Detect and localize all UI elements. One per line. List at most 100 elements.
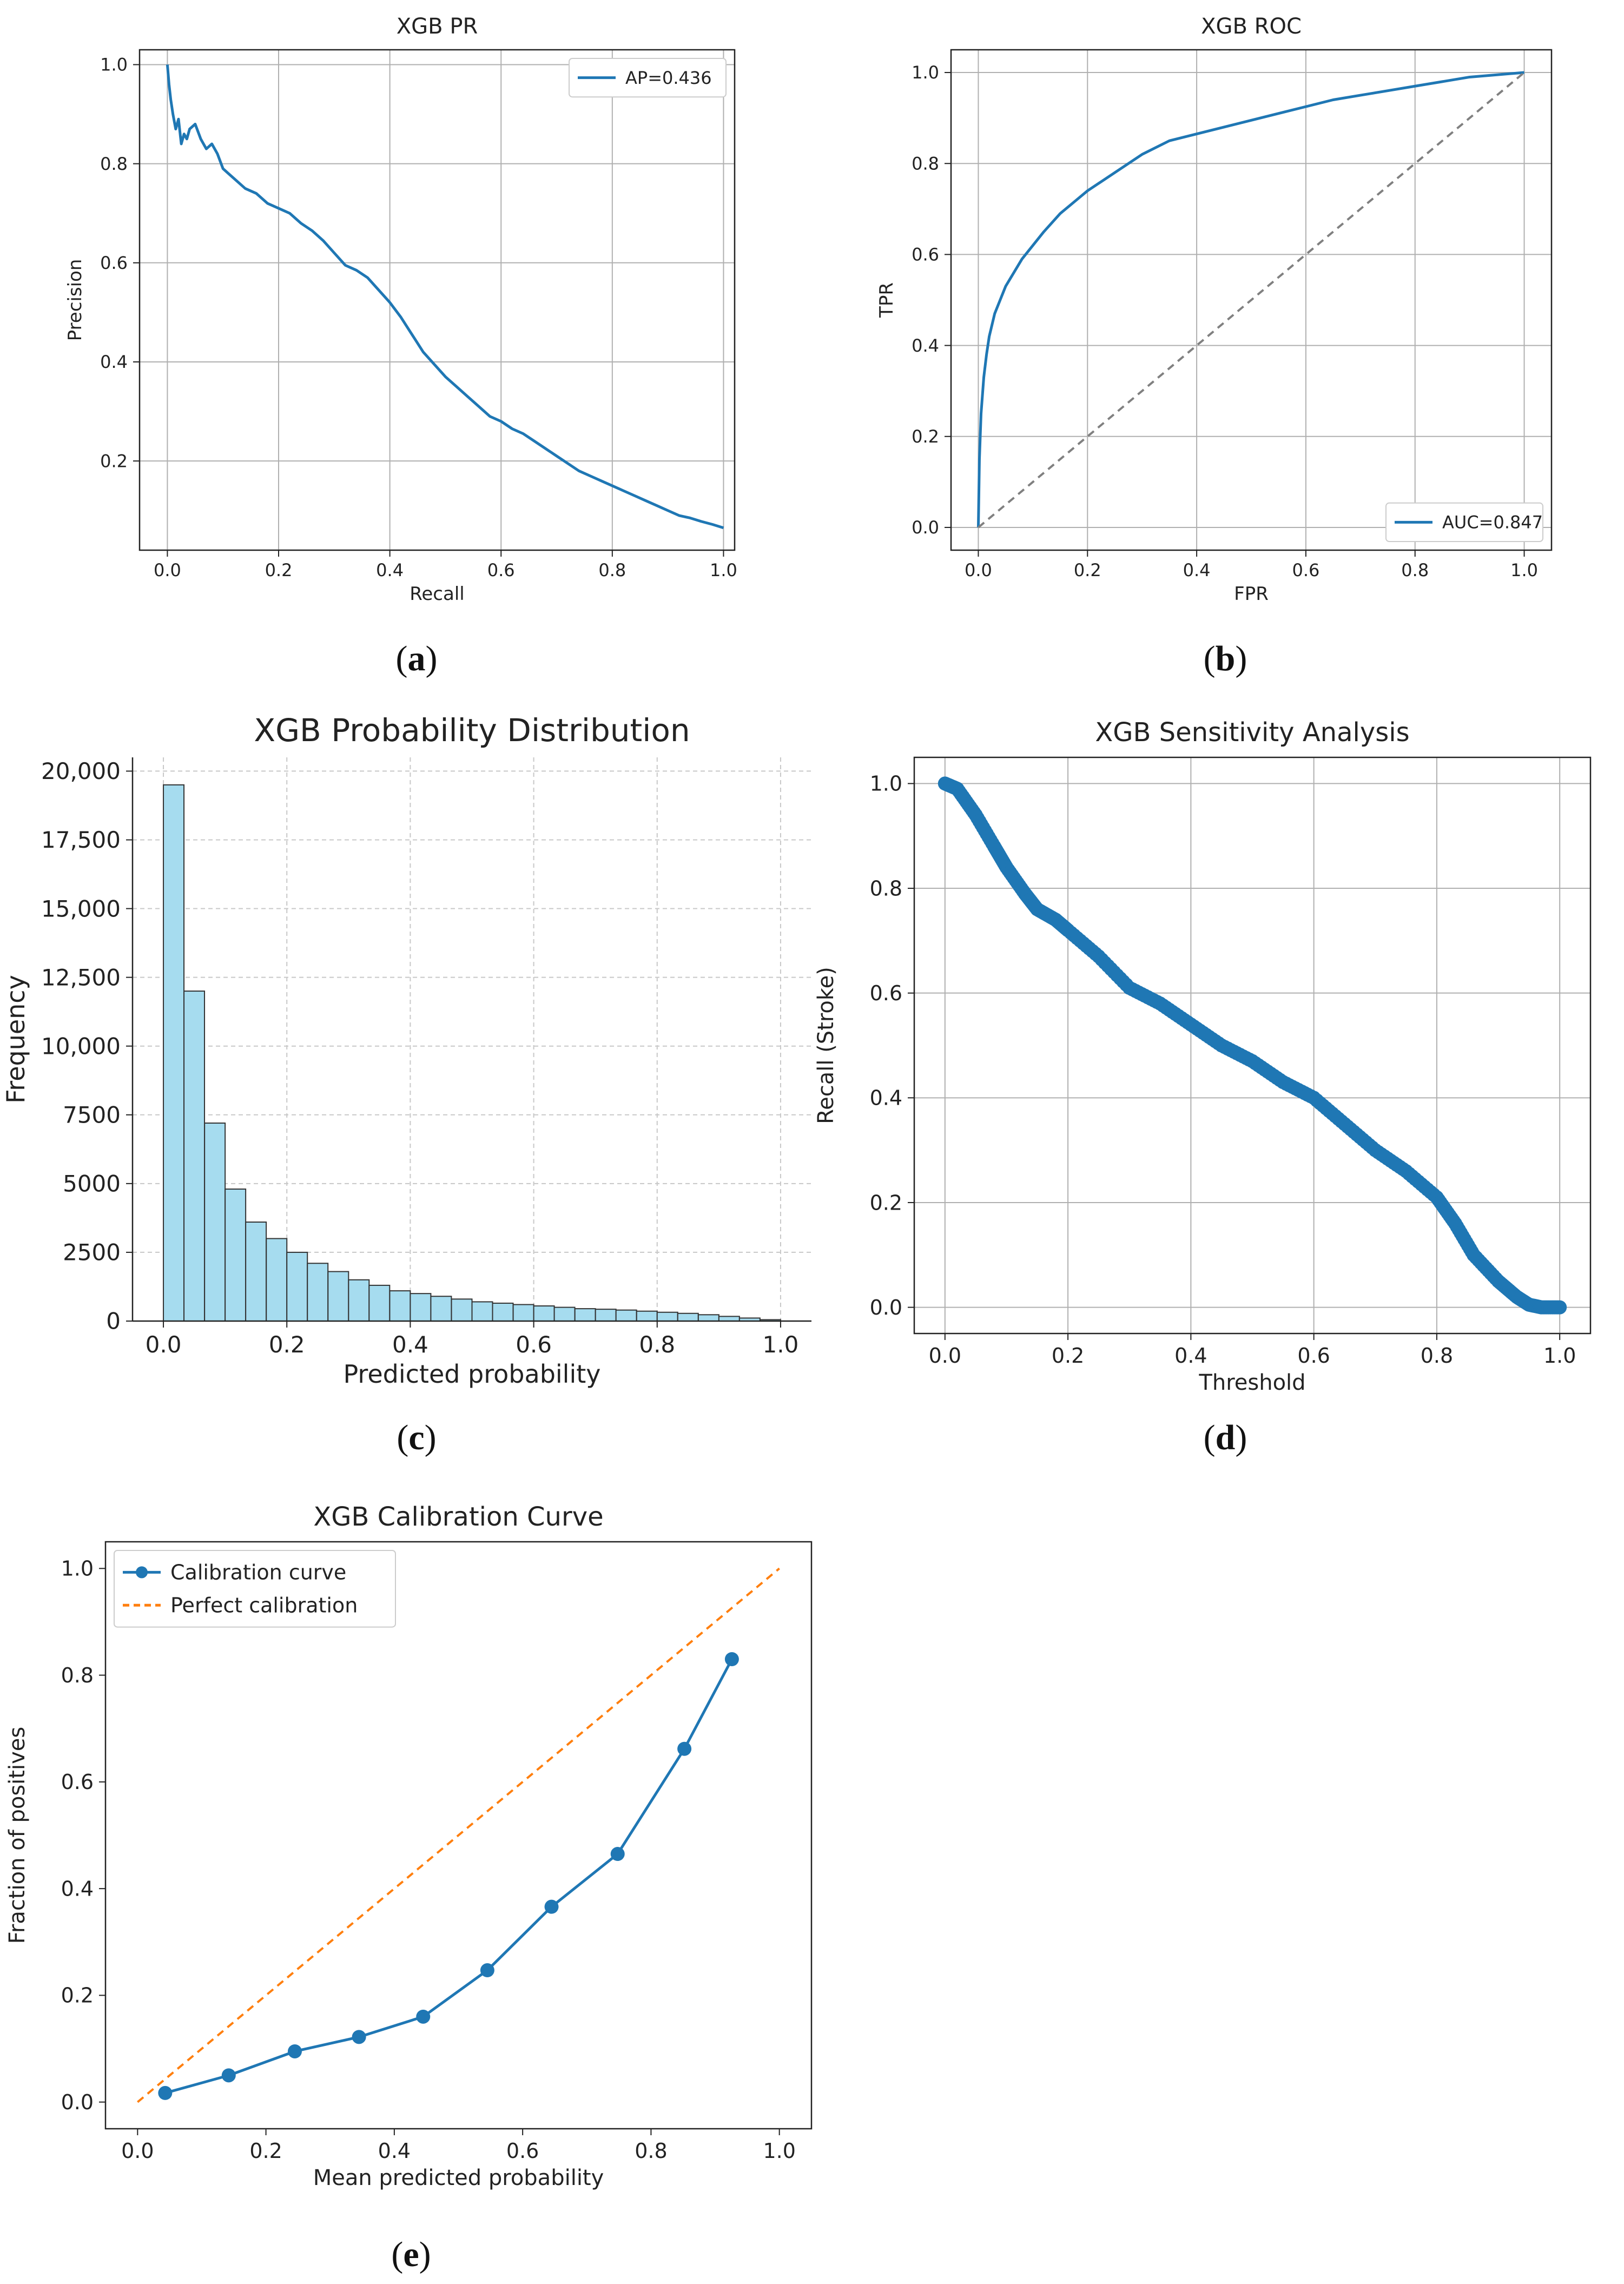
- hist-bar: [389, 1290, 411, 1322]
- sens-x-tick-label: 0.0: [929, 1344, 961, 1368]
- hist-bar: [574, 1308, 596, 1322]
- hist-bar: [348, 1279, 370, 1322]
- calib-title: XGB Calibration Curve: [313, 1502, 603, 1532]
- roc-chart-panel: XGB ROC 0.0 0.2 0.4 0.6 0.8 1.0 0.0 0.2 0.4 0.6 0.8…: [811, 0, 1624, 671]
- hist-x-tick-label: 1.0: [763, 1331, 799, 1358]
- pr-y-tick-label: 0.8: [100, 154, 128, 174]
- hist-bar: [245, 1222, 267, 1322]
- hist-bar: [471, 1301, 493, 1322]
- roc-y-tick-label: 0.8: [912, 153, 939, 174]
- pr-axes-frame: [138, 49, 736, 551]
- roc-legend-box: [1385, 502, 1543, 542]
- calib-panel-caption: (e): [391, 2235, 431, 2274]
- calib-legend: Calibration curve Perfect calibration: [114, 1550, 396, 1628]
- sens-x-tick-label: 0.2: [1052, 1344, 1084, 1368]
- pr-y-tick-label: 0.4: [100, 352, 128, 372]
- sens-y-tick-label: 0.6: [870, 981, 902, 1005]
- hist-x-tick-label: 0.0: [146, 1331, 182, 1358]
- hist-bar: [677, 1312, 699, 1322]
- pr-x-tick-label: 1.0: [710, 560, 737, 580]
- hist-bar: [451, 1298, 473, 1322]
- pr-panel-caption: (a): [395, 639, 438, 678]
- calib-y-tick-label: 0.8: [61, 1664, 94, 1687]
- hist-title: XGB Probability Distribution: [254, 712, 690, 749]
- roc-panel-caption: (b): [1203, 639, 1247, 678]
- hist-bar: [615, 1309, 637, 1322]
- pr-title: XGB PR: [397, 14, 478, 39]
- sens-title: XGB Sensitivity Analysis: [1095, 717, 1409, 748]
- hist-bar: [636, 1310, 658, 1322]
- pr-legend-box: [569, 58, 727, 98]
- hist-bar: [718, 1316, 740, 1322]
- pr-x-axis-label: Recall: [410, 583, 464, 605]
- hist-bar: [512, 1304, 534, 1322]
- roc-y-axis-label: TPR: [876, 282, 897, 318]
- hist-x-tick-label: 0.6: [516, 1331, 552, 1358]
- hist-y-tick-label: 17,500: [41, 827, 121, 853]
- calib-x-tick-label: 0.4: [378, 2139, 411, 2163]
- calib-y-axis-label: Fraction of positives: [5, 1727, 30, 1944]
- calib-legend-box: [114, 1550, 396, 1628]
- calib-calibration-point: [544, 1899, 559, 1914]
- sens-data-point: [1553, 1300, 1567, 1315]
- pr-x-tick-label: 0.4: [376, 560, 404, 580]
- hist-bar: [266, 1238, 288, 1322]
- hist-bar: [307, 1263, 329, 1322]
- hist-bar: [204, 1123, 226, 1322]
- hist-y-tick-label: 20,000: [41, 758, 121, 784]
- pr-y-tick-label: 0.6: [100, 253, 128, 273]
- sens-x-tick-label: 0.8: [1421, 1344, 1453, 1368]
- roc-axes-frame: [950, 49, 1553, 551]
- roc-x-tick-label: 0.2: [1074, 560, 1101, 580]
- pr-legend-label: AP=0.436: [625, 68, 712, 88]
- sensitivity-chart: XGB Sensitivity Analysis 0.0 0.2 0.4 0.6 0.8 1…: [814, 717, 1592, 1395]
- calib-legend-label: Calibration curve: [170, 1561, 346, 1585]
- calib-calibration-point: [158, 2085, 173, 2100]
- sens-x-axis-label: Threshold: [1198, 1370, 1305, 1395]
- roc-legend: AUC=0.847: [1385, 502, 1543, 542]
- hist-bar: [183, 991, 206, 1322]
- hist-bar: [430, 1296, 452, 1322]
- calib-series-line-0: [164, 1658, 734, 2095]
- hist-bar: [656, 1311, 678, 1322]
- hist-chart-panel: XGB Probability Distribution 0.0 0.2 0.4 0.6…: [0, 698, 811, 1417]
- calib-y-tick-label: 0.6: [61, 1770, 94, 1794]
- roc-x-tick-label: 0.0: [965, 560, 992, 580]
- calib-series-line-1: [137, 1567, 780, 2103]
- sens-x-tick-label: 0.4: [1174, 1344, 1207, 1368]
- sens-x-tick-label: 0.6: [1297, 1344, 1330, 1368]
- hist-panel-caption: (c): [397, 1418, 437, 1457]
- calib-calibration-point: [352, 2030, 366, 2044]
- pr-x-tick-label: 0.8: [598, 560, 626, 580]
- hist-x-tick-label: 0.2: [269, 1331, 305, 1358]
- hist-y-tick-label: 15,000: [41, 895, 121, 922]
- pr-legend: AP=0.436: [569, 58, 727, 98]
- roc-y-tick-label: 0.4: [912, 335, 939, 356]
- hist-bar: [286, 1251, 308, 1322]
- calib-x-tick-label: 0.8: [635, 2139, 667, 2163]
- pr-chart-panel: XGB PR 0.0 0.2 0.4 0.6 0.8 1.0 0.2 0.4 0.6 0.8 1.0 R…: [0, 0, 811, 671]
- roc-x-axis-label: FPR: [1234, 583, 1269, 605]
- roc-y-tick-label: 0.2: [912, 426, 939, 447]
- calib-chart-panel: XGB Calibration Curve 0.0 0.2 0.4 0.6 0.8 1.0 0…: [0, 1482, 813, 2229]
- calib-y-tick-label: 0.4: [61, 1877, 94, 1900]
- calib-legend-label: Perfect calibration: [170, 1594, 358, 1618]
- calib-x-tick-label: 0.0: [121, 2139, 154, 2163]
- calib-calibration-point: [480, 1963, 494, 1978]
- roc-x-tick-label: 0.4: [1183, 560, 1211, 580]
- roc-y-tick-label: 0.6: [912, 245, 939, 265]
- sens-chart-panel: XGB Sensitivity Analysis 0.0 0.2 0.4 0.6 0.8 1…: [811, 698, 1624, 1417]
- hist-y-tick-label: 12,500: [41, 964, 121, 991]
- sens-y-tick-label: 0.0: [870, 1296, 902, 1319]
- calibration-chart: XGB Calibration Curve 0.0 0.2 0.4 0.6 0.8 1.0 0…: [5, 1502, 813, 2190]
- hist-y-tick-label: 2500: [63, 1239, 121, 1266]
- hist-bar: [553, 1306, 576, 1322]
- hist-x-axis-label: Predicted probability: [344, 1359, 601, 1389]
- calib-calibration-point: [221, 2068, 236, 2083]
- calib-y-tick-label: 1.0: [61, 1557, 94, 1581]
- pr-x-tick-label: 0.0: [154, 560, 181, 580]
- calib-y-tick-label: 0.2: [61, 1984, 94, 2008]
- calib-x-tick-label: 1.0: [763, 2139, 795, 2163]
- pr-y-axis-label: Precision: [64, 259, 86, 341]
- sens-y-tick-label: 0.8: [870, 876, 902, 900]
